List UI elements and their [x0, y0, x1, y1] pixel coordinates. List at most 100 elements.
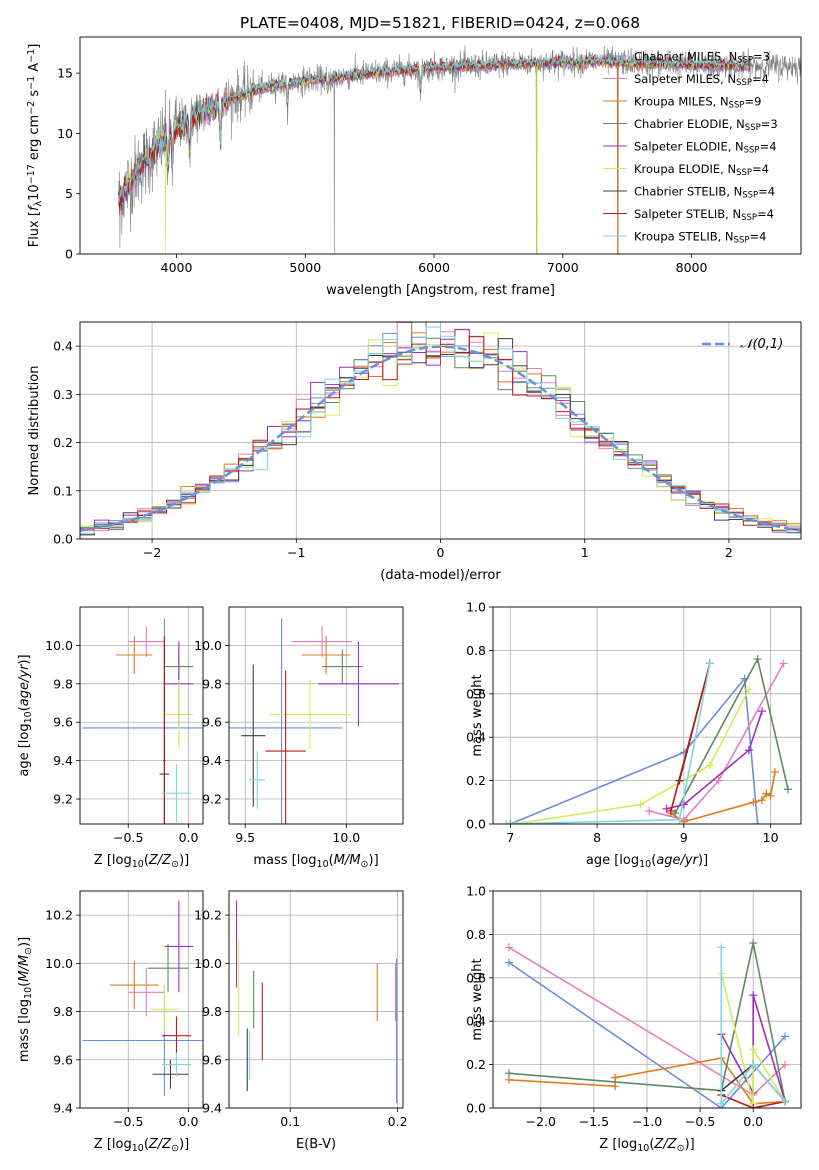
legend-entry: Chabrier STELIB, NSSP=4	[634, 185, 775, 201]
y-tick-label: 0.1	[53, 483, 73, 498]
y-tick-label: 0.0	[53, 532, 73, 547]
y-tick-label: 10.0	[194, 638, 222, 653]
x-axis-label: Z [log10(Z/Z⊙)]	[599, 1137, 694, 1154]
weight-point-marker	[679, 817, 688, 824]
x-tick-label: −0.5	[685, 1114, 715, 1129]
label-segment: (	[17, 982, 32, 987]
weight-point-marker	[504, 943, 513, 952]
label-segment: (	[144, 853, 149, 868]
legend-count: =4	[752, 72, 769, 86]
x-tick-label: 0.0	[179, 830, 199, 845]
legend-entry: Chabrier ELODIE, NSSP=3	[634, 117, 778, 133]
legend-subscript: SSP	[745, 123, 761, 133]
weight-point-marker	[749, 1060, 758, 1069]
weight-series-line	[508, 961, 786, 1108]
legend-entry: Salpeter MILES, NSSP=4	[634, 72, 769, 88]
x-tick-label: −1	[287, 545, 305, 560]
y-tick-label: 9.8	[202, 1004, 222, 1019]
y-tick-label: 0.6	[466, 970, 486, 985]
x-tick-label: 5000	[289, 260, 321, 275]
Z-vs-mass-panel: −0.5 0.09.49.69.810.010.2Z [log10(Z/Z⊙)]m…	[17, 890, 204, 1154]
y-axis-label: mass weight	[470, 958, 485, 1040]
label-segment: M/M	[334, 853, 361, 868]
x-tick-label: 7000	[547, 260, 579, 275]
y-tick-label: 9.8	[202, 676, 222, 691]
y-tick-label: 0.6	[466, 686, 486, 701]
label-segment: Z/Z	[148, 853, 172, 868]
label-segment: Flux [	[27, 211, 42, 247]
legend-entry: Salpeter STELIB, NSSP=4	[634, 207, 774, 223]
weight-point-marker	[770, 767, 779, 776]
label-segment: )]	[17, 654, 32, 664]
label-segment: age [log	[17, 723, 32, 776]
axes-frame	[79, 890, 204, 1109]
weight-point-marker	[705, 659, 714, 668]
y-tick-label: 0	[65, 247, 73, 262]
weight-point-marker	[671, 809, 680, 818]
y-tick-label: 0.2	[466, 1057, 486, 1072]
y-tick-label: 9.4	[202, 753, 222, 768]
axes-frame	[79, 321, 802, 540]
legend-label: Kroupa ELODIE, N	[634, 162, 736, 176]
label-segment: )]	[369, 853, 379, 868]
legend-subscript: SSP	[741, 213, 757, 223]
label-segment: 10	[132, 1143, 144, 1154]
legend-label: Salpeter ELODIE, N	[634, 140, 744, 154]
Z-vs-age-panel: −0.5 0.09.29.49.69.810.0Z [log10(Z/Z⊙)]ag…	[17, 606, 204, 870]
label-segment: M/M	[17, 955, 32, 982]
y-axis-label: mass [log10(M/M⊙)]	[17, 937, 34, 1062]
weight-point-marker	[675, 815, 684, 824]
weight-point-marker	[502, 820, 511, 824]
label-segment: 10	[637, 1143, 649, 1154]
weight-series-line	[720, 994, 786, 1102]
y-tick-label: 9.6	[202, 715, 222, 730]
y-tick-label: 0.2	[466, 773, 486, 788]
figure-title: PLATE=0408, MJD=51821, FIBERID=0424, z=0…	[240, 14, 640, 32]
x-axis-label: Z [log10(Z/Z⊙)]	[94, 853, 189, 870]
weight-series-line	[514, 689, 750, 824]
y-tick-label: 9.4	[53, 1101, 73, 1116]
weight-point-marker	[781, 1097, 790, 1106]
x-axis-label: (data-model)/error	[380, 568, 501, 583]
x-tick-label: −2.0	[526, 1114, 556, 1129]
label-segment: Z [log	[94, 1137, 132, 1152]
label-segment: ⊙	[171, 1143, 179, 1154]
label-segment: )]	[179, 1137, 189, 1152]
weight-point-marker	[636, 800, 645, 809]
weight-point-marker	[717, 943, 726, 952]
legend-subscript: SSP	[742, 191, 758, 201]
legend-subscript: SSP	[744, 146, 760, 156]
residuals-panel: −2 −1 0 1 2 0.0 0.1 0.2 0.3 0.4 (data-model)/error…	[27, 321, 802, 583]
axes-frame	[228, 890, 404, 1109]
weight-series-line	[720, 1094, 786, 1108]
y-tick-label: 0.0	[466, 1101, 486, 1116]
weight-series-line	[720, 947, 786, 1106]
weight-plot-area	[502, 655, 792, 824]
x-tick-label: 8000	[676, 260, 708, 275]
label-segment: Z/Z	[148, 1137, 172, 1152]
weight-point-marker	[744, 685, 753, 694]
legend-subscript: SSP	[737, 56, 753, 66]
weight-point-marker	[749, 1104, 758, 1108]
y-tick-label: 9.4	[53, 753, 73, 768]
y-tick-label: 5	[65, 186, 73, 201]
label-segment: (	[329, 853, 334, 868]
label-segment: s	[27, 90, 42, 101]
y-tick-label: 0.4	[466, 730, 486, 745]
legend-count: =4	[757, 207, 774, 221]
y-tick-label: 9.8	[53, 1004, 73, 1019]
label-segment: )]	[179, 853, 189, 868]
y-tick-label: 9.8	[53, 676, 73, 691]
x-tick-label: 0.0	[179, 1114, 199, 1129]
errorbar-plot-area	[82, 618, 203, 824]
weight-point-marker	[705, 761, 714, 770]
y-tick-label: 0.8	[466, 643, 486, 658]
label-segment: A	[27, 63, 42, 76]
weight-point-marker	[744, 746, 753, 755]
legend-label: Kroupa STELIB, N	[634, 230, 734, 244]
label-segment: 10	[132, 859, 144, 870]
legend-label: Kroupa MILES, N	[634, 95, 729, 109]
y-axis-label: mass weight	[470, 674, 485, 756]
